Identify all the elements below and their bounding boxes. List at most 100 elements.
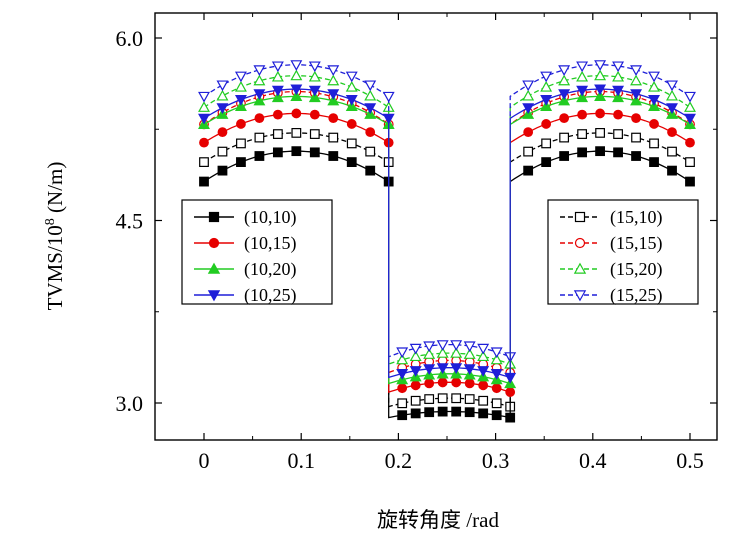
data-point (594, 84, 607, 96)
legend-marker (207, 262, 221, 274)
data-point (199, 137, 209, 148)
data-point (234, 71, 247, 83)
legend-item--10-25-: (10,25) (194, 285, 297, 306)
legend-item--15-10-: (15,10) (560, 207, 663, 228)
data-point (630, 89, 643, 100)
data-point (346, 157, 357, 168)
data-point (382, 113, 395, 125)
data-point (577, 147, 588, 158)
data-point (396, 347, 409, 359)
data-point (216, 89, 229, 101)
data-point (613, 147, 623, 158)
data-point (463, 348, 476, 359)
data-point (648, 80, 661, 92)
data-point (684, 101, 696, 112)
legend-label: (15,15) (610, 233, 663, 254)
data-point (504, 372, 517, 384)
data-point (612, 61, 625, 73)
data-point (308, 91, 321, 103)
data-point (505, 412, 516, 423)
data-point (478, 395, 489, 406)
legend-item--15-20-: (15,20) (560, 259, 663, 280)
data-point (436, 347, 449, 358)
data-point (424, 378, 435, 389)
data-point (253, 65, 266, 77)
x-tick-label: 0 (199, 448, 210, 473)
data-point (450, 347, 463, 358)
data-point (559, 132, 570, 143)
data-point (685, 137, 695, 148)
data-point (558, 94, 571, 106)
data-point (365, 165, 376, 176)
data-point (364, 103, 377, 114)
legend-marker (573, 290, 587, 302)
data-point (490, 353, 503, 365)
data-point (217, 165, 228, 176)
data-point (345, 80, 358, 92)
data-point (198, 101, 210, 112)
axes: 0 0.1 0.2 0.3 0.4 0.5 3.0 4.5 6.0 (116, 12, 718, 473)
data-point (309, 147, 320, 158)
data-point (477, 343, 490, 355)
data-point (309, 109, 320, 120)
data-point (364, 80, 377, 92)
legend-right: (15,10) (15,15) (15,20) (15,25) (547, 199, 699, 306)
data-point (365, 127, 376, 138)
data-point (451, 377, 462, 388)
data-point (437, 377, 448, 388)
data-point (558, 89, 571, 100)
data-point (451, 393, 462, 404)
data-point (612, 70, 625, 82)
series--15-25- (198, 60, 696, 363)
data-point (491, 398, 502, 409)
data-point (522, 103, 535, 114)
legend-marker (207, 290, 221, 302)
data-point (291, 146, 302, 157)
data-point (648, 71, 661, 83)
data-point (450, 363, 463, 375)
data-point (558, 65, 571, 77)
data-point (327, 94, 340, 106)
data-point (577, 129, 588, 139)
data-point (450, 340, 463, 351)
data-point (198, 91, 210, 103)
data-point (327, 89, 340, 100)
data-point (594, 60, 607, 71)
plot-frame (154, 12, 718, 441)
y-tick-label: 3.0 (116, 391, 144, 416)
data-point (290, 69, 303, 81)
data-point (667, 127, 677, 138)
data-point (631, 151, 641, 161)
data-point (631, 113, 641, 124)
data-point (685, 157, 695, 168)
legend-left: (10,10) (10,15) (10,20) (10,25) (181, 199, 333, 306)
data-point (234, 80, 247, 92)
data-point (410, 408, 421, 419)
data-point (505, 387, 516, 397)
data-point (327, 74, 340, 86)
legend-item--15-25-: (15,25) (560, 285, 663, 306)
data-point (309, 129, 320, 139)
data-point (253, 89, 266, 100)
data-point (613, 109, 623, 120)
data-point (409, 366, 422, 377)
x-tick-label: 0.2 (385, 448, 413, 473)
data-point (464, 407, 475, 418)
data-point (491, 383, 502, 394)
legend-label: (15,10) (610, 207, 663, 228)
data-point (451, 406, 462, 417)
series--10-10- (199, 146, 695, 423)
data-point (345, 100, 358, 112)
data-point (199, 157, 209, 168)
series--15-10- (199, 128, 695, 412)
data-point (478, 408, 489, 419)
data-point (523, 127, 534, 138)
data-point (612, 91, 625, 103)
data-point (346, 119, 357, 129)
data-point (409, 350, 422, 362)
data-point (540, 71, 553, 83)
data-point (397, 398, 408, 409)
data-point (490, 347, 503, 359)
legend-item--10-20-: (10,20) (194, 259, 297, 280)
legend-marker (208, 237, 220, 249)
